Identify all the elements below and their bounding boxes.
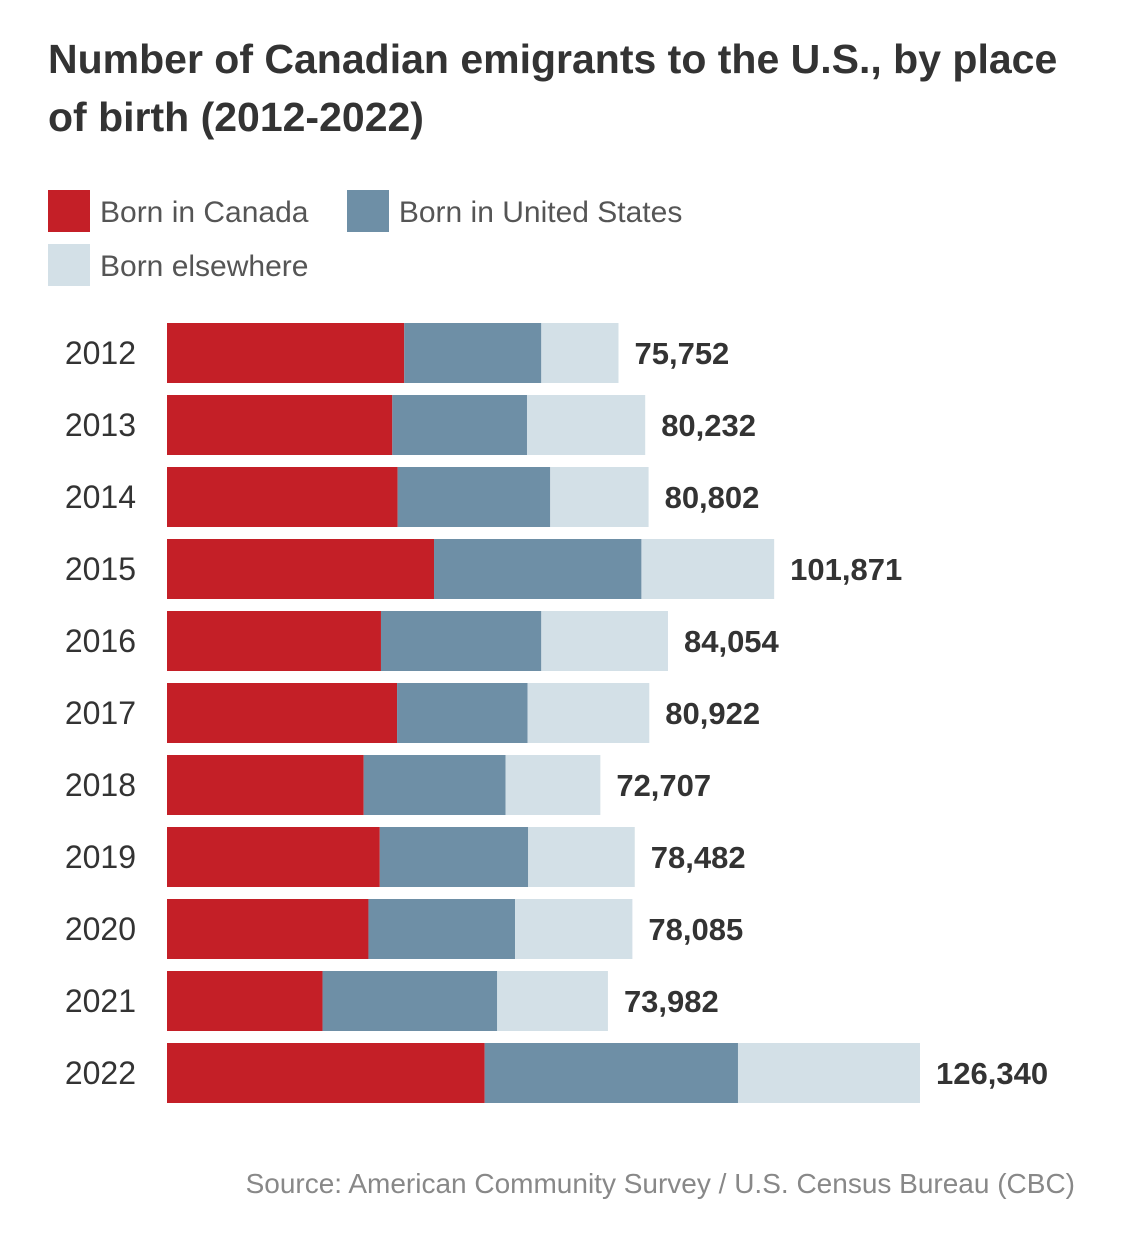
bar-row-2020: 2020 78,085 <box>65 899 743 959</box>
bar-segment-born-in-canada-2016 <box>167 611 381 671</box>
bar-segment-born-in-canada-2015 <box>167 539 435 599</box>
bar-row-2018: 2018 72,707 <box>65 755 711 815</box>
bar-segment-born-in-canada-2012 <box>167 323 405 383</box>
bar-row-2012: 2012 75,752 <box>65 323 729 383</box>
total-label-2013: 80,232 <box>661 408 756 443</box>
legend-swatch-born-in-united-states <box>346 190 389 232</box>
bar-row-2016: 2016 84,054 <box>65 611 780 671</box>
bar-segment-born-elsewhere-2012 <box>541 323 619 383</box>
stacked-bar-chart: 2012 75,752 2013 80,232 2014 80,802 2015 101,87… <box>65 323 1048 1103</box>
bar-segment-born-elsewhere-2014 <box>550 467 649 527</box>
source-note: Source: American Community Survey / U.S.… <box>245 1168 1075 1199</box>
bar-segment-born-elsewhere-2018 <box>505 755 601 815</box>
year-label-2014: 2014 <box>65 479 136 515</box>
bar-segment-born-elsewhere-2022 <box>737 1043 920 1103</box>
year-label-2020: 2020 <box>65 911 136 947</box>
year-label-2017: 2017 <box>65 695 136 731</box>
legend-label-born-in-canada: Born in Canada <box>100 196 309 229</box>
legend-label-born-elsewhere: Born elsewhere <box>100 250 309 283</box>
bar-segment-born-in-canada-2014 <box>167 467 398 527</box>
year-label-2012: 2012 <box>65 335 136 371</box>
bar-segment-born-in-canada-2018 <box>167 755 364 815</box>
bar-segment-born-in-united-states-2016 <box>380 611 542 671</box>
year-label-2018: 2018 <box>65 767 136 803</box>
bar-segment-born-in-united-states-2015 <box>434 539 642 599</box>
total-label-2018: 72,707 <box>616 768 711 803</box>
total-label-2012: 75,752 <box>634 336 729 371</box>
total-label-2015: 101,871 <box>790 552 902 587</box>
bar-row-2022: 2022 126,340 <box>65 1043 1048 1103</box>
bar-segment-born-elsewhere-2021 <box>497 971 608 1031</box>
bar-segment-born-in-united-states-2019 <box>379 827 529 887</box>
bar-segment-born-in-united-states-2018 <box>363 755 506 815</box>
chart-title: Number of Canadian emigrants to the U.S.… <box>48 36 1058 140</box>
year-label-2019: 2019 <box>65 839 136 875</box>
bar-segment-born-in-united-states-2022 <box>484 1043 738 1103</box>
legend-item-born-in-canada: Born in Canada <box>48 186 308 240</box>
bar-segment-born-in-canada-2020 <box>167 899 369 959</box>
bar-segment-born-in-united-states-2014 <box>397 467 551 527</box>
legend-swatch-born-in-canada <box>48 190 90 232</box>
legend-item-born-in-united-states: Born in United States <box>346 186 683 240</box>
bar-segment-born-in-canada-2022 <box>167 1043 485 1103</box>
bar-segment-born-elsewhere-2015 <box>641 539 775 599</box>
bar-segment-born-in-united-states-2021 <box>322 971 498 1031</box>
total-label-2017: 80,922 <box>665 696 760 731</box>
bar-segment-born-elsewhere-2020 <box>515 899 633 959</box>
bar-segment-born-in-united-states-2020 <box>368 899 516 959</box>
year-label-2015: 2015 <box>65 551 136 587</box>
bar-segment-born-elsewhere-2013 <box>526 395 646 455</box>
year-label-2021: 2021 <box>65 983 136 1019</box>
bar-segment-born-in-united-states-2017 <box>397 683 528 743</box>
bar-segment-born-elsewhere-2017 <box>527 683 650 743</box>
bar-segment-born-elsewhere-2016 <box>541 611 668 671</box>
bar-segment-born-in-canada-2013 <box>167 395 393 455</box>
bar-segment-born-in-united-states-2012 <box>404 323 542 383</box>
bar-segment-born-in-canada-2017 <box>167 683 398 743</box>
bar-segment-born-in-canada-2019 <box>167 827 380 887</box>
bar-row-2014: 2014 80,802 <box>65 467 760 527</box>
total-label-2021: 73,982 <box>624 984 719 1019</box>
legend: Born in Canada Born in United States Bor… <box>48 186 988 294</box>
year-label-2022: 2022 <box>65 1055 136 1091</box>
bar-segment-born-in-canada-2021 <box>167 971 323 1031</box>
bar-row-2013: 2013 80,232 <box>65 395 756 455</box>
total-label-2022: 126,340 <box>936 1056 1048 1091</box>
total-label-2016: 84,054 <box>684 624 780 659</box>
bar-row-2017: 2017 80,922 <box>65 683 760 743</box>
year-label-2013: 2013 <box>65 407 136 443</box>
legend-label-born-in-united-states: Born in United States <box>398 196 683 229</box>
legend-item-born-elsewhere: Born elsewhere <box>48 240 308 294</box>
bar-row-2021: 2021 73,982 <box>65 971 719 1031</box>
bar-segment-born-elsewhere-2019 <box>528 827 635 887</box>
bar-segment-born-in-united-states-2013 <box>392 395 527 455</box>
total-label-2020: 78,085 <box>648 912 743 947</box>
bar-row-2019: 2019 78,482 <box>65 827 746 887</box>
total-label-2019: 78,482 <box>651 840 746 875</box>
year-label-2016: 2016 <box>65 623 136 659</box>
total-label-2014: 80,802 <box>665 480 760 515</box>
bar-row-2015: 2015 101,871 <box>65 539 902 599</box>
legend-swatch-born-elsewhere <box>48 244 90 286</box>
